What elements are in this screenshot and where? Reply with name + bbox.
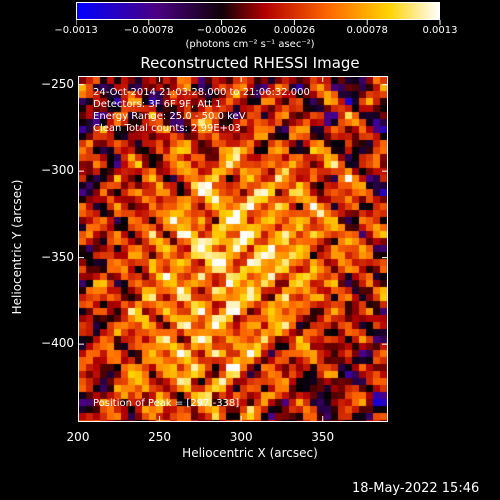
colorbar-tick-label: 0.00078 [346, 25, 388, 36]
y-tick-label: −400 [41, 336, 74, 351]
y-tick-label: −250 [41, 76, 74, 91]
colorbar-tick-label: 0.0013 [422, 25, 458, 36]
annotation-peak-position: Position of Peak = [297,-338] [93, 398, 240, 409]
x-tick-label: 250 [148, 430, 172, 444]
x-tick-label: 350 [311, 430, 335, 444]
colorbar-gradient [77, 3, 439, 19]
colorbar-tick-label: 0.00026 [273, 25, 316, 36]
y-tick-label: −300 [41, 163, 74, 178]
annotation-energy-range: Energy Range: 25.0 - 50.0 keV [93, 111, 246, 122]
chart-title: Reconstructed RHESSI Image [140, 54, 360, 72]
axis-ticks [78, 76, 388, 422]
colorbar-tick-label: −0.0013 [54, 25, 98, 36]
annotation-detectors: Detectors: 3F 6F 9F, Att 1 [93, 99, 222, 110]
y-axis-label: Heliocentric Y (arcsec) [10, 179, 24, 315]
annotation-clean-counts: Clean Total counts: 2.99E+03 [93, 123, 241, 134]
x-tick-label: 300 [229, 430, 253, 444]
footer-timestamp: 18-May-2022 15:46 [352, 481, 480, 496]
colorbar-tick-label: −0.00026 [196, 25, 247, 36]
colorbar-tick-label: −0.00078 [123, 25, 174, 36]
heatmap-image [79, 77, 387, 421]
colorbar-ticks [76, 20, 441, 25]
x-tick-label: 200 [66, 430, 90, 444]
colorbar-units: (photons cm⁻² s⁻¹ asec⁻²) [185, 39, 315, 50]
y-tick-label: −350 [41, 249, 74, 264]
colorbar [76, 2, 440, 20]
x-axis-label: Heliocentric X (arcsec) [182, 446, 318, 460]
annotation-time-range: 24-Oct-2014 21:03:28.000 to 21:06:32.000 [93, 87, 310, 98]
plot-area: 24-Oct-2014 21:03:28.000 to 21:06:32.000… [78, 76, 388, 422]
